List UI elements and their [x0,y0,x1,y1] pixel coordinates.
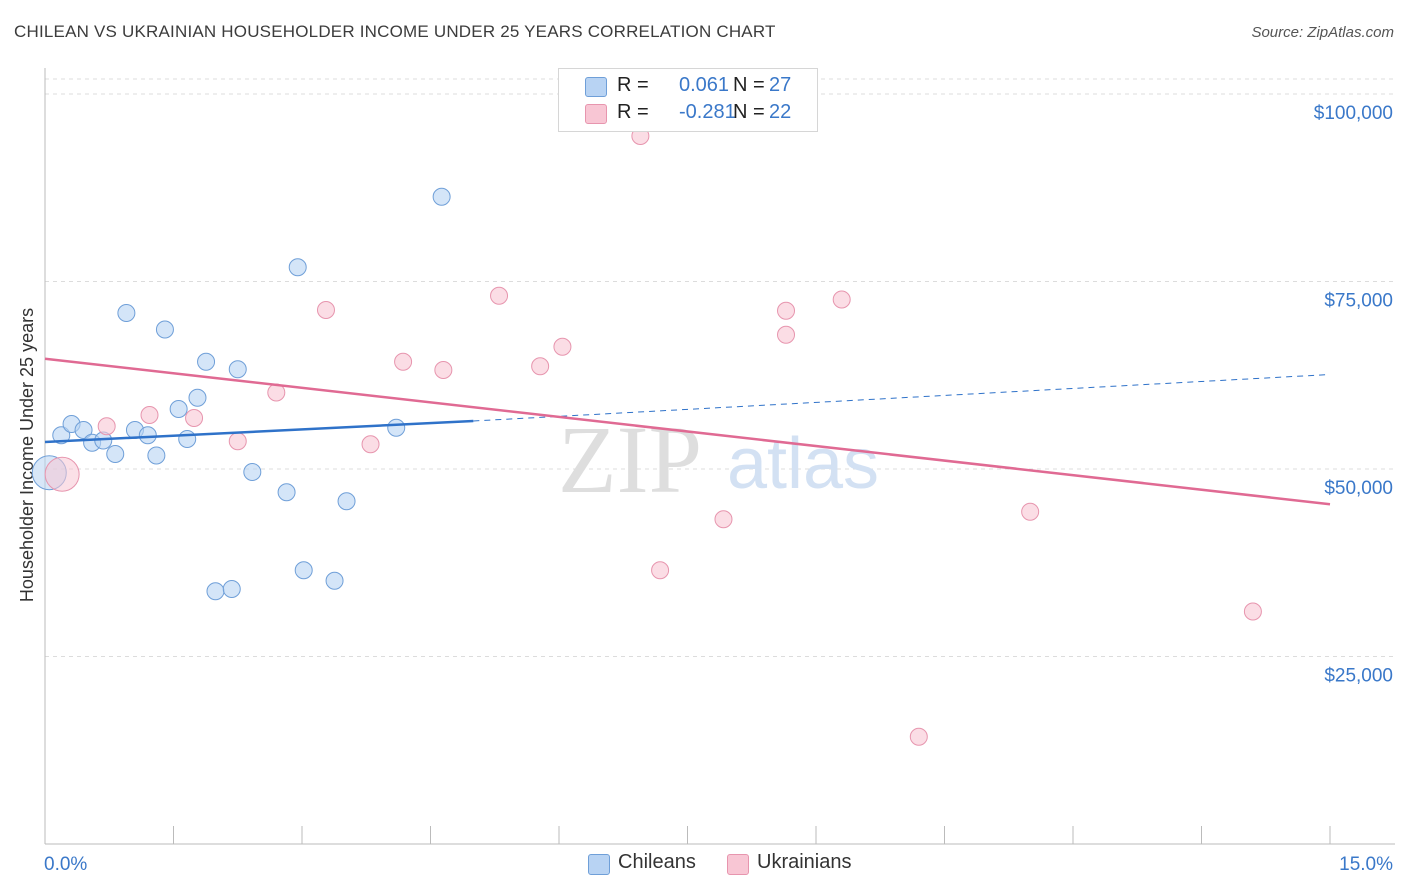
ukrainian-point [777,301,796,320]
chilean-point [155,320,174,339]
chilean-point [178,430,197,448]
chart-title: CHILEAN VS UKRAINIAN HOUSEHOLDER INCOME … [14,22,776,41]
chilean-point [222,580,241,598]
y-axis-label: Householder Income Under 25 years [17,308,37,602]
chilean-point [228,360,247,379]
chilean-point [52,426,71,445]
legend-swatch-chileans [585,77,607,97]
grid-lines [45,78,1395,657]
chilean-point [74,421,93,439]
legend-r-value: -0.281 [679,101,736,123]
ukrainian-trend-line [44,357,1331,506]
chilean-point [197,352,216,371]
chilean-point [138,426,157,445]
ukrainian-point [434,361,453,379]
y-axis-label-group: Householder Income Under 25 years [17,308,37,602]
chilean-point [117,304,136,322]
ukrainian-point [490,286,509,305]
ukrainian-point [553,337,572,356]
chilean-point [387,418,406,437]
legend-n-label: N = [733,74,765,96]
legend-r-label: R = [617,101,649,123]
ukrainian-point [531,357,550,376]
chilean-point [288,258,307,277]
chilean-point [243,463,262,481]
y-tick-label: $50,000 [1324,478,1393,499]
ukrainian-point [97,417,116,436]
ukrainian-point [228,432,247,451]
chilean-point [206,582,225,601]
legend-label-chileans: Chileans [618,851,696,873]
ukrainian-point [394,352,413,371]
chilean-point [188,388,207,407]
ukrainian-point [777,325,796,344]
source-label: Source: ZipAtlas.com [1251,24,1394,41]
chilean-point [337,492,356,511]
chilean-point [325,571,344,590]
data-points [31,127,1262,746]
axes [44,68,1395,845]
ukrainian-point [1243,602,1262,621]
legend-n-value: 22 [769,101,792,123]
legend-label-ukrainians: Ukrainians [757,851,852,873]
legend-n-label: N = [733,101,765,123]
ukrainian-point [909,727,928,746]
y-tick-label: $100,000 [1314,103,1393,124]
ukrainian-point [140,406,159,424]
ukrainian-point [44,456,80,492]
x-tick-label: 15.0% [1339,854,1393,875]
legend-n-value: 27 [769,74,792,96]
chilean-point [294,561,313,580]
ukrainian-point [714,510,733,529]
y-tick-label: $75,000 [1324,291,1393,312]
trend-lines [44,357,1331,506]
chilean-point [432,187,451,206]
ukrainian-point [185,409,204,427]
y-tick-label: $25,000 [1324,666,1393,687]
legend-swatch-ukrainians [585,104,607,124]
ukrainian-point [1021,502,1040,521]
x-tick-labels: 0.0% 15.0% [44,854,1393,875]
chilean-point [277,483,296,502]
ukrainian-point [361,435,380,454]
legend-swatch-chileans [588,854,610,875]
y-tick-labels: $25,000 $50,000 $75,000 $100,000 [1314,103,1393,687]
watermark-zip: ZIP [558,406,702,513]
legend-swatch-ukrainians [727,854,749,875]
x-tick-label: 0.0% [44,854,87,875]
correlation-legend: R = 0.061 N = 27 R = -0.281 N = 22 [558,68,818,132]
legend-r-label: R = [617,74,649,96]
chilean-point [147,446,166,465]
ukrainian-point [651,561,670,580]
legend-r-value: 0.061 [679,74,730,96]
chilean-point [106,445,125,463]
ukrainian-point [316,301,335,319]
chilean-point [169,400,188,418]
chilean-trend-line [44,419,474,444]
ukrainian-point [832,290,851,309]
watermark-atlas: atlas [727,424,879,504]
watermark: ZIP atlas [558,406,879,513]
